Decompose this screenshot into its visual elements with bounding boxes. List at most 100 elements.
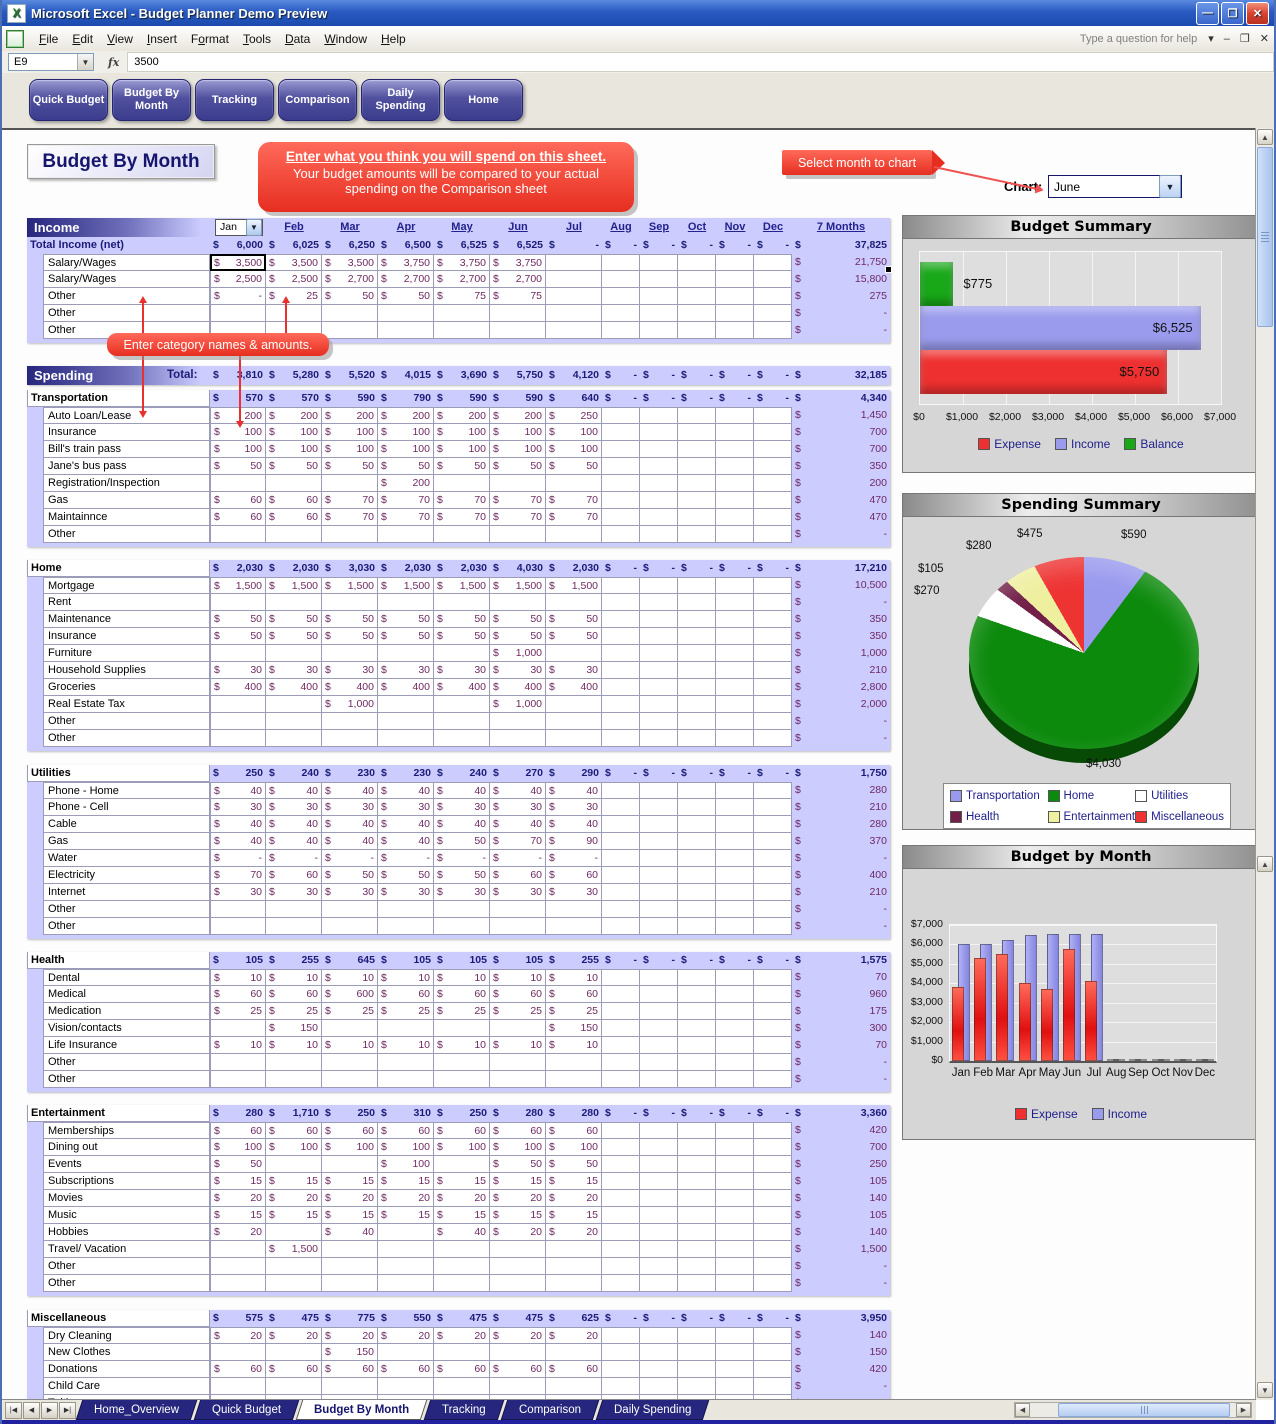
cell[interactable] [602, 969, 640, 986]
cell[interactable]: $70 [490, 833, 546, 850]
cell[interactable]: $60 [490, 1122, 546, 1139]
cell[interactable]: $105 [493, 954, 543, 966]
cell[interactable] [210, 1054, 266, 1071]
cell[interactable]: $1,500 [266, 1241, 322, 1258]
cell[interactable]: $200 [378, 407, 434, 424]
cell[interactable] [640, 1327, 678, 1344]
cell[interactable] [266, 713, 322, 730]
cell[interactable] [602, 1327, 640, 1344]
month-link-feb[interactable]: Feb [284, 221, 304, 233]
cell[interactable] [678, 1207, 716, 1224]
cell[interactable] [678, 1173, 716, 1190]
cell[interactable] [754, 577, 792, 594]
total-cell[interactable]: $1,450 [795, 409, 887, 421]
cell[interactable] [640, 1395, 678, 1400]
cell[interactable] [678, 475, 716, 492]
cell[interactable]: $20 [210, 1190, 266, 1207]
cell[interactable]: $40 [378, 833, 434, 850]
cell[interactable] [678, 407, 716, 424]
cell[interactable] [602, 492, 640, 509]
cell[interactable]: $100 [378, 1139, 434, 1156]
cell[interactable]: $ - [643, 562, 675, 574]
cell[interactable] [266, 1395, 322, 1400]
menu-format[interactable]: Format [190, 31, 229, 46]
total-cell[interactable]: $300 [795, 1022, 887, 1034]
cell[interactable]: $400 [434, 679, 490, 696]
cell[interactable]: $ - [757, 562, 789, 574]
cell[interactable] [378, 696, 434, 713]
section-name[interactable]: Utilities [27, 765, 210, 782]
cell[interactable] [754, 679, 792, 696]
total-cell[interactable]: $70 [795, 971, 887, 983]
cell[interactable] [602, 1258, 640, 1275]
cell[interactable] [678, 833, 716, 850]
cell[interactable]: $2,030 [269, 562, 319, 574]
cell[interactable] [602, 1156, 640, 1173]
cell[interactable] [678, 679, 716, 696]
cell[interactable]: $60 [546, 1361, 602, 1378]
cell[interactable]: $70 [490, 492, 546, 509]
cell[interactable]: $3,750 [490, 254, 546, 271]
cell[interactable]: $1,000 [490, 696, 546, 713]
cell[interactable] [678, 577, 716, 594]
cell[interactable] [490, 918, 546, 935]
cell[interactable]: $70 [434, 509, 490, 526]
cell[interactable]: $30 [322, 662, 378, 679]
cell[interactable]: $50 [322, 867, 378, 884]
cell[interactable] [716, 1224, 754, 1241]
nav-button-tracking[interactable]: Tracking [195, 79, 274, 121]
cell[interactable] [210, 1395, 266, 1400]
cell[interactable]: $5,750 [493, 369, 543, 381]
cell[interactable] [716, 254, 754, 271]
cell[interactable] [640, 850, 678, 867]
cell[interactable] [546, 1241, 602, 1258]
cell[interactable]: $3,690 [437, 369, 487, 381]
cell[interactable] [546, 322, 602, 339]
cell[interactable] [434, 696, 490, 713]
cell[interactable]: $290 [549, 767, 599, 779]
row-label[interactable]: Life Insurance [43, 1037, 210, 1054]
cell[interactable]: $60 [546, 986, 602, 1003]
cell[interactable] [640, 1003, 678, 1020]
cell[interactable] [322, 645, 378, 662]
sheet-tab-tracking[interactable]: Tracking [423, 1400, 505, 1420]
cell[interactable]: $ - [757, 767, 789, 779]
cell[interactable]: $100 [266, 441, 322, 458]
cell[interactable]: $20 [546, 1190, 602, 1207]
cell[interactable] [322, 1378, 378, 1395]
row-label[interactable]: Gas [43, 833, 210, 850]
cell[interactable]: $ - [605, 954, 637, 966]
chart-month-dropdown-icon[interactable]: ▼ [1159, 175, 1181, 198]
cell[interactable] [640, 1037, 678, 1054]
cell[interactable] [640, 424, 678, 441]
menu-help[interactable]: Help [381, 31, 406, 46]
cell[interactable]: $40 [378, 816, 434, 833]
cell[interactable]: $4,015 [381, 369, 431, 381]
cell[interactable]: $60 [266, 986, 322, 1003]
cell[interactable] [754, 424, 792, 441]
cell[interactable] [322, 322, 378, 339]
cell[interactable]: $10 [210, 969, 266, 986]
cell[interactable] [716, 322, 754, 339]
cell[interactable] [716, 577, 754, 594]
cell[interactable]: $3,810 [213, 369, 263, 381]
cell[interactable] [602, 1207, 640, 1224]
cell[interactable]: $50 [546, 1156, 602, 1173]
cell[interactable] [716, 441, 754, 458]
total-cell[interactable]: $21,750 [795, 256, 887, 268]
cell[interactable]: $ - [681, 369, 713, 381]
total-cell[interactable]: $350 [795, 460, 887, 472]
row-label[interactable]: Electricity [43, 867, 210, 884]
cell[interactable] [716, 696, 754, 713]
cell[interactable] [602, 322, 640, 339]
cell[interactable]: $ - [605, 239, 637, 251]
row-label[interactable]: Rent [43, 594, 210, 611]
cell[interactable] [716, 782, 754, 799]
cell[interactable] [640, 901, 678, 918]
cell[interactable]: $40 [266, 816, 322, 833]
hscroll-left-icon[interactable]: ◀ [1015, 1403, 1030, 1417]
cell[interactable]: $50 [434, 628, 490, 645]
cell[interactable] [678, 713, 716, 730]
cell[interactable]: $60 [490, 1361, 546, 1378]
cell[interactable] [322, 730, 378, 747]
